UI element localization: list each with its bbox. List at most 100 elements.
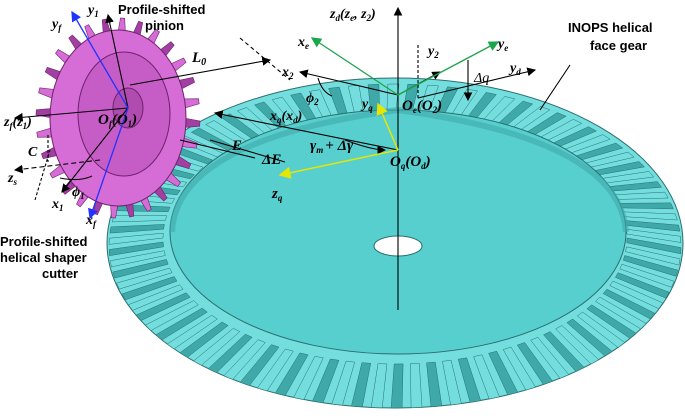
label-dE: ΔE [261,152,281,168]
label-zs: zs [7,171,17,187]
face-gear-teeth [108,83,682,409]
label-Of: Of(O1) [98,112,137,129]
gear-tooth [617,202,674,210]
gear-tooth [108,241,164,256]
label-zq: zq [271,186,283,203]
label-zf: zf(z1) [3,115,32,131]
label-L0: L0 [191,50,206,68]
axis-xq [213,110,399,151]
axis-xe [310,37,399,96]
gear-tooth [619,263,675,288]
gear-tooth [312,358,340,404]
gear-tooth [112,259,169,279]
axis-x1 [61,107,129,193]
label-C: C [28,145,38,160]
label-gamma: γm + Δγ [310,138,354,155]
gear-tooth [193,328,241,366]
axis-xf [88,107,129,220]
gear-title-leader [539,64,571,111]
gear-title-line1: INOPS helical [568,20,653,35]
gear-tooth [351,362,371,408]
L0-arrow [129,57,272,86]
label-y1: y1 [86,3,99,19]
gear-tooth [116,267,173,290]
label-E: E [231,138,242,154]
label-zd: zd(ze, z2) [329,7,376,23]
gear-tooth [595,296,647,330]
gear-tooth [622,255,679,277]
gear-tooth [274,352,309,396]
gear-tooth [108,232,164,245]
axis-yd [417,67,537,99]
gear-tooth [609,280,664,310]
gear-tooth [135,292,191,321]
gear-tooth [615,272,670,299]
label-phi2: ϕ2 [306,91,319,107]
gear-tooth [109,250,166,268]
phi1-arc [59,175,93,181]
axis-z1 [13,107,129,122]
gear-tooth [555,325,600,365]
label-phi1: ϕ1 [72,185,85,201]
label-Oq: Oq(Od) [390,154,431,171]
L0-leader [239,37,291,81]
cutter-title-leader [34,149,51,201]
axis-ye [397,41,500,96]
gear-tooth [602,288,656,320]
gear-tooth [293,356,324,400]
gear-tooth [223,339,266,380]
gear-tooth [121,276,178,301]
gear-tooth [256,348,294,392]
gear-tooth [390,363,404,409]
gamma-arc [344,139,387,155]
label-yq: yq [360,97,373,113]
label-y2: y2 [426,44,439,60]
gear-tooth [155,307,208,341]
label-x2: x2 [281,65,294,81]
gear-tooth [543,331,585,372]
gear-tooth [530,336,570,379]
gear-tooth [586,304,637,339]
gear-tooth [331,360,356,406]
cutter-title-line3: cutter [42,266,78,281]
gear-tooth [166,314,218,350]
label-yd: yd [508,61,521,77]
gear-tooth [516,342,553,385]
cutter-title-line1: Profile-shifted [0,234,87,249]
cutter-title-line2: helical shaper [0,250,87,265]
label-xf: xf [85,213,97,229]
label-xq: xq(xd) [269,109,302,125]
axis-zq [278,149,399,179]
E-leader [179,139,256,159]
gear-tooth [566,318,613,357]
label-x1: x1 [51,197,64,213]
gear-tooth [179,321,229,358]
label-yf: yf [50,17,62,33]
label-xe: xe [297,35,309,51]
label-ye: ye [496,37,508,53]
face-gear [106,77,684,409]
axis-yf [71,10,129,109]
gear-tooth [370,363,388,409]
gear-tooth [473,354,500,400]
gear-tooth [426,361,443,407]
label-Oe: Oe(O2) [402,98,442,115]
gear-tooth [626,228,682,243]
dE-leader [209,139,286,163]
coordinate-axes [13,6,571,310]
gear-tooth [457,357,482,403]
label-dq: Δq [473,71,489,86]
axis-yq [376,102,399,151]
gear-tooth [109,224,165,234]
axis-x2 [298,69,399,96]
gear-tooth [410,363,423,408]
pinion-title-line1: Profile-shifted [118,2,205,17]
gear-tooth [207,333,253,374]
gear-tooth [626,237,682,255]
phi2-arc [317,77,333,97]
gear-title-line2: face gear [590,38,647,53]
gear-tooth [239,344,280,386]
axis-y1 [105,13,129,109]
